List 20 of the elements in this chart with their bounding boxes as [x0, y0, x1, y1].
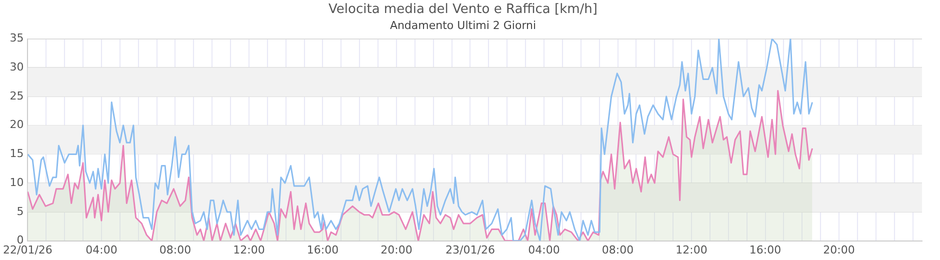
x-tick-label: 04:00	[528, 243, 560, 256]
x-tick-label: 04:00	[86, 243, 118, 256]
x-tick-label: 23/01/26	[446, 243, 495, 256]
y-tick-label: 20	[10, 118, 24, 132]
x-tick-label: 16:00	[306, 243, 339, 256]
chart-subtitle: Andamento Ultimi 2 Giorni	[390, 19, 536, 32]
x-tick-label: 20:00	[380, 243, 412, 256]
y-tick-label: 30	[10, 60, 24, 74]
y-tick-label: 35	[10, 32, 24, 45]
y-tick-label: 25	[10, 89, 24, 102]
y-tick-label: 5	[16, 204, 24, 218]
x-tick-label: 08:00	[159, 243, 192, 256]
x-tick-label: 08:00	[602, 243, 634, 256]
y-tick-label: 10	[10, 176, 24, 189]
x-tick-label: 16:00	[749, 243, 782, 256]
x-tick-label: 12:00	[676, 243, 708, 256]
y-tick-label: 15	[10, 147, 24, 160]
chart-title: Velocita media del Vento e Raffica [km/h]	[328, 2, 598, 18]
x-tick-label: 12:00	[233, 243, 265, 256]
x-tick-label: 20:00	[823, 243, 855, 256]
